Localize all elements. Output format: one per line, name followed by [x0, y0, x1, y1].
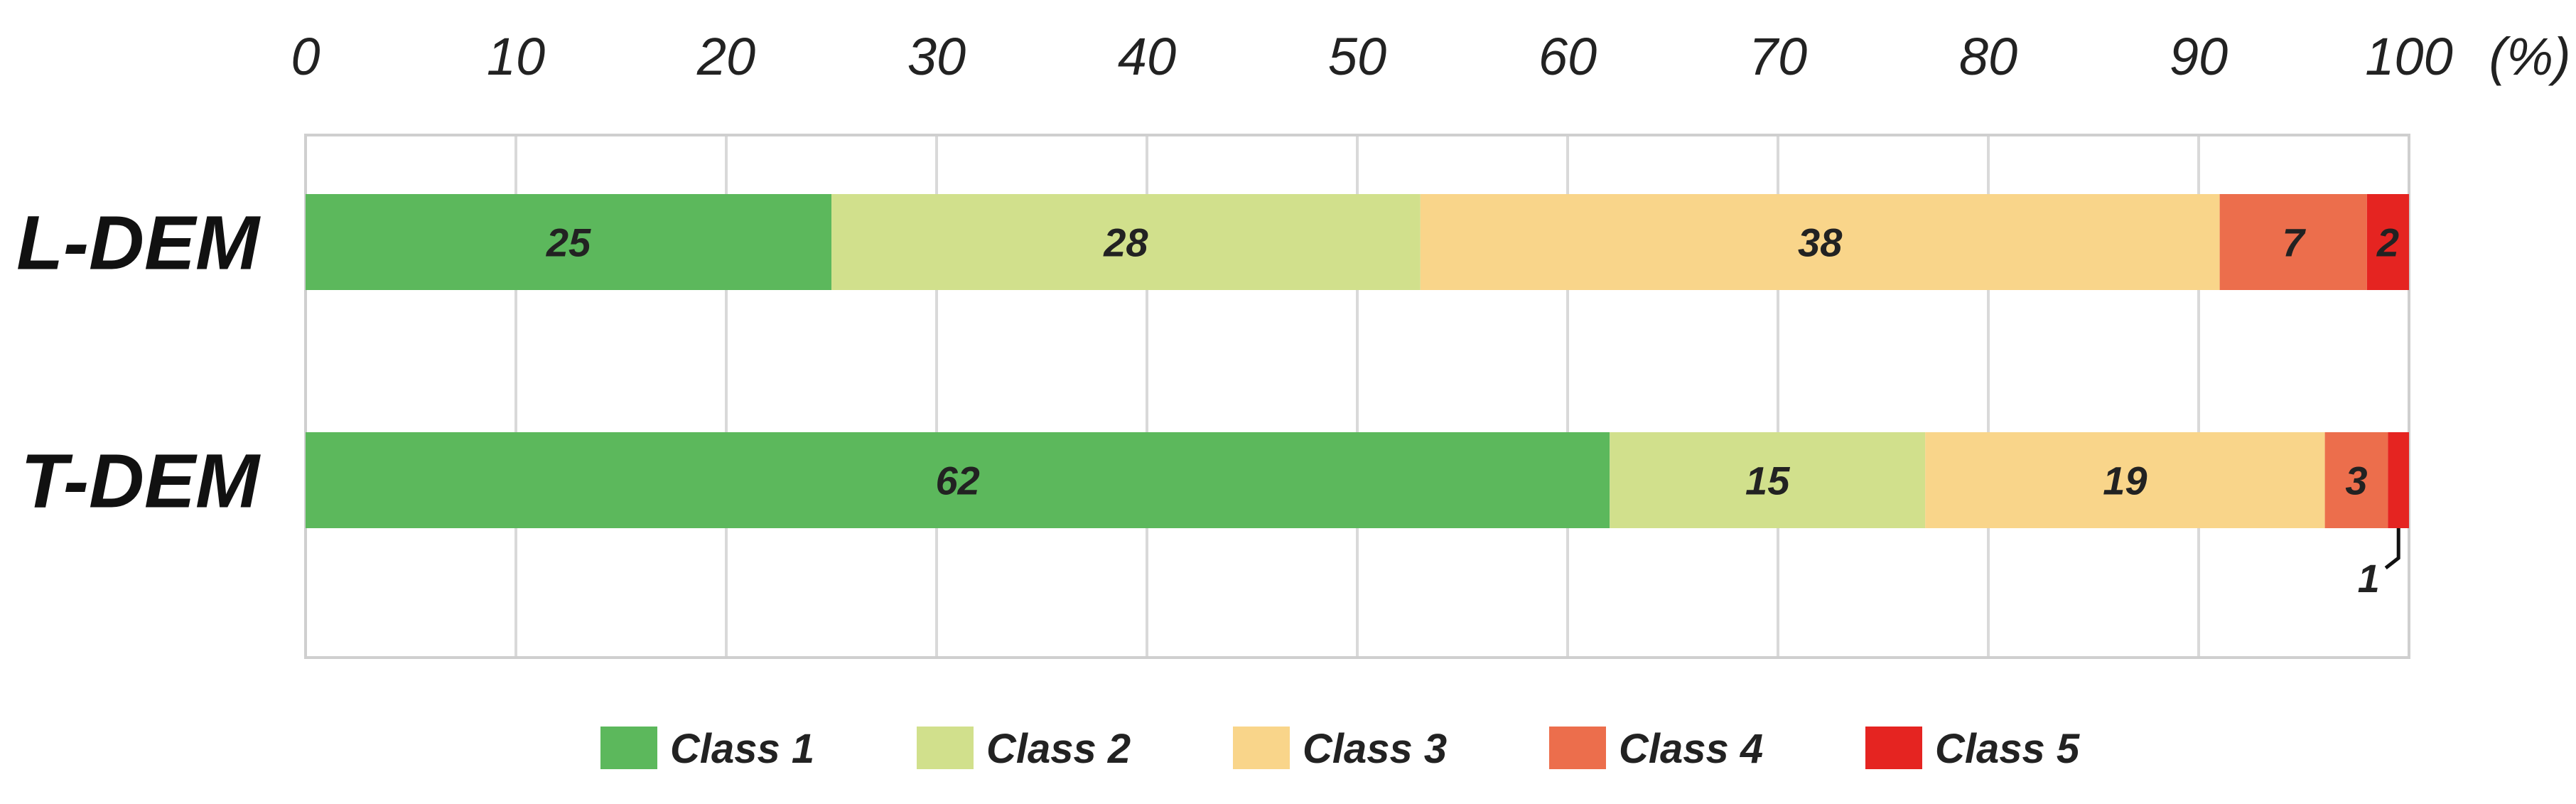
bar-value-label: 3 — [2345, 459, 2367, 503]
x-tick-label: 100 — [2365, 27, 2452, 86]
x-tick-label: 40 — [1118, 27, 1176, 86]
x-tick-label: 90 — [2170, 27, 2228, 86]
legend-label: Class 5 — [1935, 726, 2080, 772]
legend-label: Class 3 — [1303, 726, 1447, 772]
callout-label: 1 — [2358, 556, 2380, 601]
bar-value-label: 38 — [1798, 220, 1843, 265]
legend-swatch — [600, 727, 657, 769]
bar-value-label: 7 — [2283, 220, 2307, 265]
x-axis-ticks: 0 10 20 30 40 50 60 70 80 90 100 — [291, 27, 2452, 86]
bar-segment — [831, 194, 1421, 290]
x-tick-label: 0 — [291, 27, 320, 86]
bar-value-label: 28 — [1103, 220, 1148, 265]
x-tick-label: 60 — [1538, 27, 1597, 86]
x-axis-unit: (%) — [2489, 27, 2570, 86]
bar-segment — [1420, 194, 2220, 290]
small-value-callout: 1 — [2358, 528, 2400, 601]
x-tick-label: 50 — [1328, 27, 1386, 86]
callout-leader-line — [2384, 528, 2400, 569]
bar-segment — [2219, 194, 2367, 290]
bar-segment — [1925, 432, 2325, 528]
bar-segment — [2388, 432, 2409, 528]
legend-swatch — [917, 727, 974, 769]
legend-swatch — [1233, 727, 1290, 769]
bar-value-label: 15 — [1745, 459, 1790, 503]
x-tick-label: 10 — [487, 27, 545, 86]
bar-value-label: 2 — [2376, 220, 2399, 265]
bar-segments: 25 28 38 7 2 62 15 19 3 — [306, 194, 2409, 528]
bar-segment — [2366, 194, 2409, 290]
legend-label: Class 4 — [1619, 726, 1763, 772]
category-labels: L-DEM T-DEM — [16, 200, 261, 524]
legend-label: Class 1 — [670, 726, 814, 772]
plot-frame — [304, 134, 2410, 659]
category-label: T-DEM — [21, 438, 261, 524]
bar-segment — [306, 432, 1610, 528]
x-tick-label: 70 — [1749, 27, 1807, 86]
legend-swatch — [1549, 727, 1606, 769]
bar-segment — [2324, 432, 2388, 528]
bar-value-label: 62 — [935, 459, 979, 503]
category-label: L-DEM — [16, 200, 261, 286]
bar-value-label: 25 — [546, 220, 591, 265]
legend-swatch — [1865, 727, 1922, 769]
x-tick-label: 20 — [696, 27, 755, 86]
legend: Class 1 Class 2 Class 3 Class 4 Class 5 — [600, 726, 2080, 772]
bar-value-label: 19 — [2103, 459, 2147, 503]
x-tick-label: 80 — [1959, 27, 2017, 86]
legend-label: Class 2 — [986, 726, 1131, 772]
bar-segment — [1610, 432, 1926, 528]
x-tick-label: 30 — [907, 27, 966, 86]
bar-segment — [306, 194, 831, 290]
